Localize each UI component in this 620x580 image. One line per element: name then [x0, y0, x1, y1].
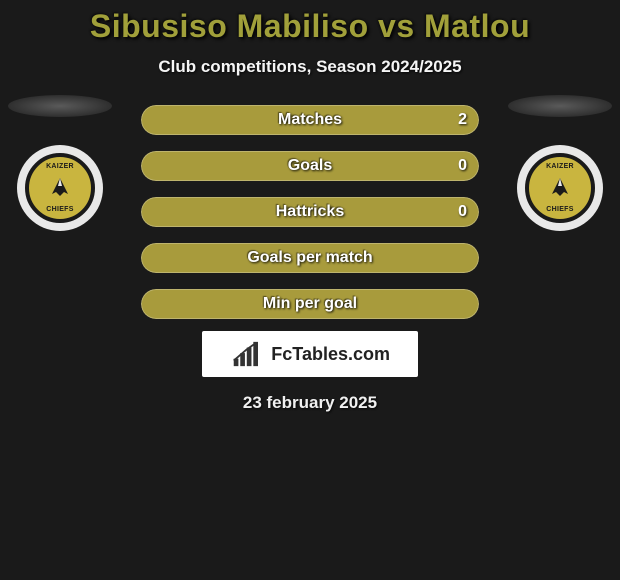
stat-row-value-right: 0: [458, 157, 467, 175]
stat-row: Goals 0: [141, 151, 479, 181]
logo-left-text-top: KAIZER: [46, 163, 74, 170]
player-left-col: KAIZER CHIEFS: [8, 95, 112, 231]
stat-row-label: Matches: [278, 111, 342, 129]
stats-area: KAIZER CHIEFS KAIZER: [0, 105, 620, 319]
stat-row-label: Goals: [288, 157, 332, 175]
chief-head-icon: [46, 174, 74, 202]
stat-row-label: Hattricks: [276, 203, 344, 221]
club-logo-right: KAIZER CHIEFS: [511, 145, 609, 231]
player-right-shadow-icon: [508, 95, 612, 117]
bars-icon: [230, 340, 267, 368]
stat-row-value-right: 0: [458, 203, 467, 221]
logo-right-text-top: KAIZER: [546, 163, 574, 170]
brand-text: FcTables.com: [271, 344, 390, 365]
date-label: 23 february 2025: [0, 393, 620, 413]
stat-row-label: Min per goal: [263, 295, 357, 313]
stat-rows: Matches 2 Goals 0 Hattricks 0 Goals per match M…: [141, 105, 479, 319]
stat-row-label: Goals per match: [247, 249, 372, 267]
page-title: Sibusiso Mabiliso vs Matlou: [0, 8, 620, 45]
club-logo-left: KAIZER CHIEFS: [11, 145, 109, 231]
stat-row: Matches 2: [141, 105, 479, 135]
logo-left-text-bottom: CHIEFS: [46, 206, 73, 213]
player-right-col: KAIZER CHIEFS: [508, 95, 612, 231]
stat-row-value-right: 2: [458, 111, 467, 129]
stat-row: Goals per match: [141, 243, 479, 273]
brand-badge: FcTables.com: [202, 331, 418, 377]
page-subtitle: Club competitions, Season 2024/2025: [0, 57, 620, 77]
player-left-shadow-icon: [8, 95, 112, 117]
chief-head-icon: [546, 174, 574, 202]
logo-right-text-bottom: CHIEFS: [546, 206, 573, 213]
stat-row: Min per goal: [141, 289, 479, 319]
stat-row: Hattricks 0: [141, 197, 479, 227]
comparison-card: Sibusiso Mabiliso vs Matlou Club competi…: [0, 0, 620, 413]
